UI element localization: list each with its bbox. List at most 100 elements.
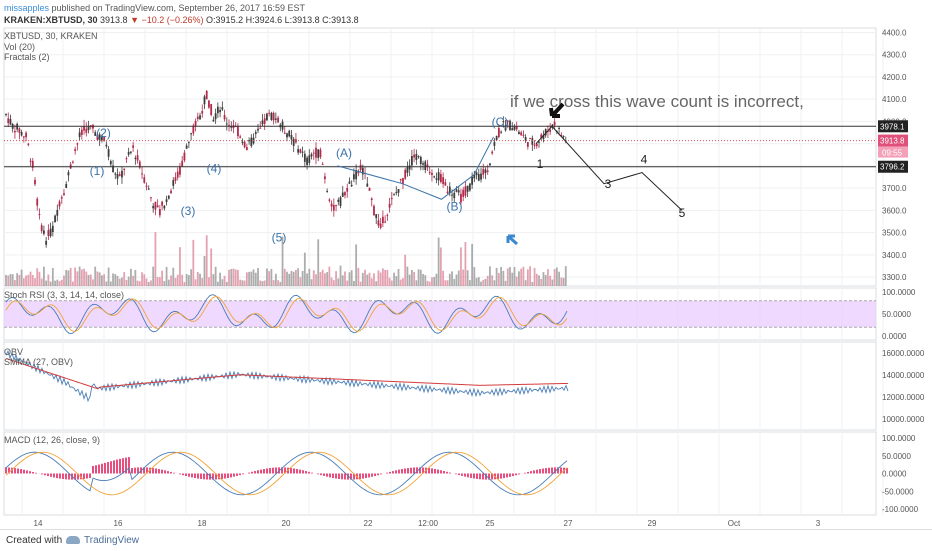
price-tick-label: 4100.0 xyxy=(882,95,907,104)
macd-hist-bar xyxy=(275,467,277,473)
volume-bar xyxy=(378,270,380,286)
volume-bar xyxy=(257,268,259,286)
candle-body xyxy=(237,126,239,136)
volume-bar xyxy=(157,277,159,286)
volume-bar xyxy=(531,282,533,286)
macd-hist-bar xyxy=(503,474,505,479)
volume-bar xyxy=(246,272,248,286)
wave-label: (B) xyxy=(447,199,463,213)
volume-bar xyxy=(61,280,63,286)
candle-body xyxy=(447,192,449,193)
legend-obv[interactable]: OBV xyxy=(4,347,23,357)
candle-body xyxy=(469,184,471,191)
candle-body xyxy=(7,118,9,123)
time-tick-label: 16 xyxy=(114,519,123,528)
volume-bar xyxy=(63,276,65,286)
time-tick-label: 14 xyxy=(34,519,43,528)
volume-bar xyxy=(88,275,90,286)
candle-body xyxy=(494,142,496,146)
volume-bar xyxy=(543,272,545,286)
candle-body xyxy=(337,200,339,202)
candle-body xyxy=(215,113,217,119)
volume-bar xyxy=(108,268,110,286)
candle-body xyxy=(422,163,424,164)
volume-bar xyxy=(206,235,208,286)
candle-body xyxy=(213,120,215,121)
macd-hist-bar xyxy=(527,472,529,474)
volume-bar xyxy=(208,277,210,286)
pane-frame xyxy=(4,28,876,286)
stoch-tick-label: 0.0000 xyxy=(882,332,907,341)
wave-label: (1) xyxy=(90,164,105,178)
volume-bar xyxy=(259,280,261,286)
candle-body xyxy=(333,205,335,211)
legend-vol[interactable]: Vol (20) xyxy=(4,42,35,52)
volume-bar xyxy=(444,280,446,286)
time-tick-label: 29 xyxy=(648,519,657,528)
legend-macd[interactable]: MACD (12, 26, close, 9) xyxy=(4,435,100,445)
author-link[interactable]: missapples xyxy=(4,3,49,13)
volume-bar xyxy=(45,281,47,286)
legend-stoch-rsi[interactable]: Stoch RSI (3, 3, 14, 14, close) xyxy=(4,290,124,300)
volume-bar xyxy=(239,280,241,286)
volume-bar xyxy=(277,280,279,286)
macd-hist-bar xyxy=(335,474,337,479)
candle-body xyxy=(199,115,201,119)
volume-bar xyxy=(14,280,16,286)
candle-body xyxy=(431,173,433,175)
macd-hist-bar xyxy=(122,458,124,473)
volume-bar xyxy=(400,280,402,286)
candle-body xyxy=(451,195,453,196)
volume-bar xyxy=(286,272,288,286)
macd-hist-bar xyxy=(548,468,550,474)
candle-body xyxy=(360,165,362,170)
volume-bar xyxy=(184,282,186,286)
macd-hist-bar xyxy=(107,462,109,473)
candle-body xyxy=(520,132,522,135)
volume-bar xyxy=(215,267,217,286)
volume-bar xyxy=(32,275,34,286)
macd-hist-bar xyxy=(518,474,520,475)
macd-hist-bar xyxy=(545,468,547,473)
candle-body xyxy=(244,142,246,148)
macd-hist-bar xyxy=(305,471,307,473)
macd-hist-bar xyxy=(14,468,16,473)
volume-bar xyxy=(255,273,257,286)
volume-bar xyxy=(199,274,201,286)
volume-bar xyxy=(516,276,518,286)
volume-bar xyxy=(264,280,266,286)
volume-bar xyxy=(134,270,136,286)
macd-hist-bar xyxy=(236,474,238,476)
time-tick-label: Oct xyxy=(728,519,741,528)
candle-body xyxy=(286,133,288,137)
volume-bar xyxy=(500,267,502,286)
volume-bar xyxy=(210,249,212,286)
legend-smma[interactable]: SMMA (27, OBV) xyxy=(4,357,73,367)
tradingview-brand[interactable]: TradingView xyxy=(84,535,139,546)
volume-bar xyxy=(166,267,168,286)
volume-bar xyxy=(175,278,177,286)
volume-bar xyxy=(56,280,58,286)
volume-bar xyxy=(458,271,460,286)
macd-hist-bar xyxy=(479,474,481,480)
macd-hist-bar xyxy=(110,461,112,473)
macd-hist-bar xyxy=(461,474,463,476)
legend-fractals[interactable]: Fractals (2) xyxy=(4,52,50,62)
wave-label: (5) xyxy=(272,231,287,245)
volume-bar xyxy=(297,268,299,286)
candle-body xyxy=(128,152,130,155)
candle-body xyxy=(458,190,460,192)
volume-bar xyxy=(219,273,221,286)
volume-bar xyxy=(295,270,297,286)
candle-body xyxy=(509,121,511,130)
time-tick-label: 20 xyxy=(282,519,291,528)
candle-body xyxy=(110,161,112,164)
candle-body xyxy=(219,110,221,112)
volume-bar xyxy=(217,282,219,286)
volume-bar xyxy=(509,267,511,286)
volume-bar xyxy=(494,280,496,286)
change-value: ▼ −10.2 (−0.26%) xyxy=(130,15,203,25)
macd-hist-bar xyxy=(515,474,517,476)
candle-body xyxy=(210,104,212,115)
